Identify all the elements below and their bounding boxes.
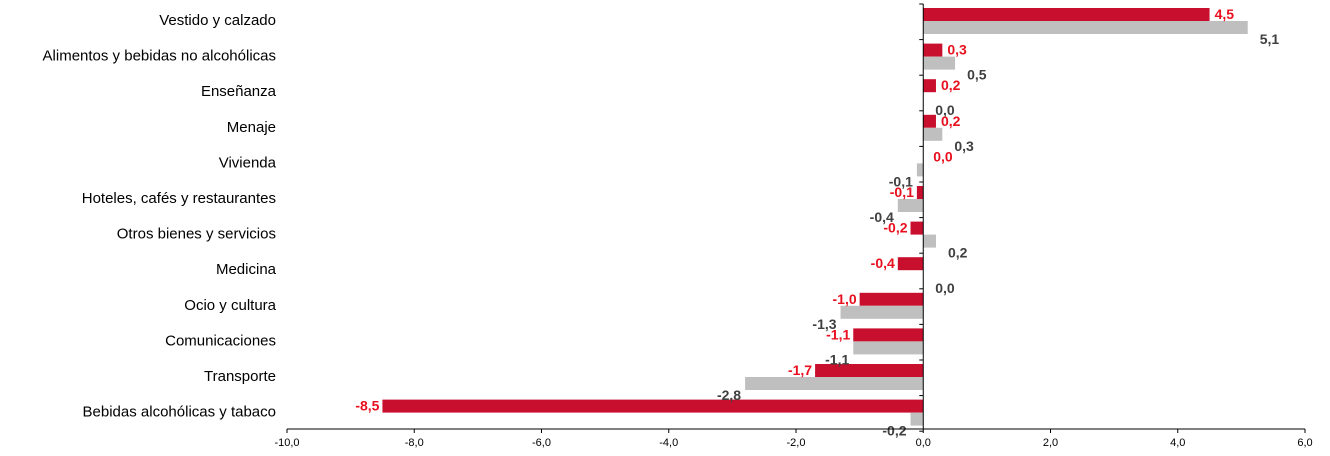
value-label-series2-5: -0,4 [870,209,894,225]
x-tick-label-6: 2,0 [1043,437,1058,449]
bar-series1-8 [859,292,924,306]
x-tick-label-0: -10,0 [274,437,299,449]
bar-series1-1 [923,43,943,57]
x-tick-label-8: 6,0 [1297,437,1312,449]
value-label-series2-3: 0,3 [954,138,974,154]
value-label-series2-1: 0,5 [967,67,987,83]
category-label-1: Alimentos y bebidas no alcohólicas [43,48,276,65]
value-label-series2-6: 0,2 [948,245,968,261]
x-tick-label-3: -4,0 [659,437,678,449]
value-label-series1-2: 0,2 [941,77,961,93]
value-labels: 4,55,10,30,50,20,00,20,30,0-0,1-0,1-0,4-… [355,6,1279,439]
bar-series1-2 [923,79,936,93]
value-label-series2-8: -1,3 [812,316,836,332]
bar-series2-1 [923,56,956,70]
bar-series1-3 [923,114,936,128]
value-label-series1-8: -1,0 [833,291,857,307]
value-label-series1-11: -8,5 [355,398,379,414]
bar-series2-8 [840,305,924,319]
category-label-7: Medicina [216,261,277,278]
category-label-5: Hoteles, cafés y restaurantes [82,190,276,207]
category-label-0: Vestido y calzado [159,12,276,29]
bar-series1-10 [815,364,924,377]
x-tick-label-2: -6,0 [532,437,551,449]
bar-series2-5 [897,199,924,212]
bar-series1-9 [853,328,924,342]
category-label-4: Vivienda [219,154,277,171]
bar-series1-6 [910,221,924,235]
value-label-series2-10: -2,8 [717,387,741,403]
bar-series2-4 [916,163,924,177]
category-label-8: Ocio y cultura [184,297,276,314]
category-label-2: Enseñanza [201,83,277,100]
value-label-series1-5: -0,1 [890,184,914,200]
value-label-series1-10: -1,7 [788,362,812,378]
value-label-series1-7: -0,4 [871,255,895,271]
bar-series2-6 [923,234,936,248]
category-labels: Vestido y calzado Alimentos y bebidas no … [43,12,277,421]
value-label-series2-0: 5,1 [1260,31,1280,47]
value-label-series1-0: 4,5 [1215,6,1235,22]
bar-series2-3 [923,127,943,141]
value-label-series2-7: 0,0 [935,280,955,296]
bar-series1-11 [382,399,924,413]
bar-series2-0 [923,21,1248,34]
value-label-series2-11: -0,2 [882,423,906,439]
bar-series2-10 [745,377,924,390]
x-tick-label-7: 4,0 [1170,437,1185,449]
value-label-series1-9: -1,1 [826,326,850,342]
value-label-series1-3: 0,2 [941,113,961,129]
bars-layer [382,8,1248,426]
bar-series1-5 [916,186,924,199]
axes: -10,0 -8,0 -6,0 -4,0 -2,0 0,0 2,0 4,0 6,0 [274,3,1313,449]
x-tick-label-1: -8,0 [405,437,424,449]
x-tick-label-4: -2,0 [787,437,806,449]
value-label-series1-1: 0,3 [947,42,967,58]
bar-series1-7 [897,257,924,271]
category-label-3: Menaje [227,119,276,136]
value-label-series2-2: 0,0 [935,102,955,118]
value-label-series1-4: 0,0 [933,148,953,164]
value-label-series2-9: -1,1 [825,351,849,367]
value-label-series2-4: -0,1 [889,173,913,189]
category-label-9: Comunicaciones [165,332,276,349]
category-label-11: Bebidas alcohólicas y tabaco [83,404,276,421]
value-label-series1-6: -0,2 [883,220,907,236]
bar-series2-9 [853,341,924,355]
bar-series2-11 [910,412,924,426]
category-label-6: Otros bienes y servicios [117,226,276,243]
category-label-10: Transporte [204,368,276,385]
bar-series1-0 [923,8,1210,21]
x-tick-label-5: 0,0 [916,437,931,449]
